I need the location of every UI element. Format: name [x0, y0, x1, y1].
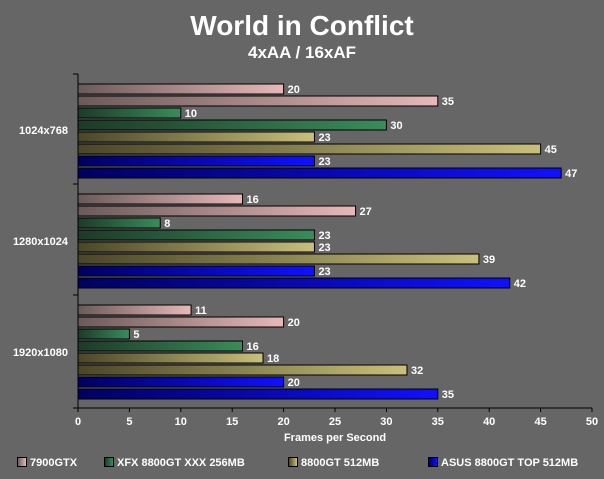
- category-label: 1920x1080: [13, 347, 68, 359]
- x-tick-label: 25: [329, 416, 341, 428]
- bar: [77, 107, 182, 119]
- bar: [77, 304, 192, 316]
- x-tick-label: 20: [277, 416, 289, 428]
- x-tick-label: 35: [432, 416, 444, 428]
- bar-value-label: 35: [442, 389, 454, 401]
- legend-swatch: [17, 457, 27, 468]
- x-tick-label: 50: [586, 416, 598, 428]
- bar: [77, 119, 387, 131]
- bar-value-label: 11: [195, 305, 207, 317]
- bar: [77, 316, 285, 328]
- bar-value-label: 47: [565, 168, 577, 180]
- bar-value-label: 45: [545, 144, 557, 156]
- bar: [77, 205, 357, 217]
- legend-item: XFX 8800GT XXX 256MB: [104, 457, 245, 473]
- category-label: 1024x768: [19, 125, 68, 137]
- legend: 7900GTX XFX 8800GT XXX 256MB 8800GT 512MB A…: [0, 457, 604, 473]
- bar-value-label: 27: [360, 206, 372, 218]
- bar: [77, 253, 480, 265]
- x-tick-label: 40: [483, 416, 495, 428]
- bar: [77, 265, 315, 277]
- bar-value-label: 16: [246, 194, 258, 206]
- bar: [77, 229, 315, 241]
- bar: [77, 131, 315, 143]
- x-tick-label: 15: [226, 416, 238, 428]
- x-tick-label: 0: [75, 416, 81, 428]
- x-tick-label: 45: [534, 416, 546, 428]
- chart-title: World in Conflict: [190, 10, 414, 41]
- bar: [77, 155, 315, 167]
- legend-label: 8800GT 512MB: [301, 457, 380, 469]
- bar: [77, 352, 264, 364]
- legend-item: 8800GT 512MB: [288, 457, 379, 473]
- bar: [77, 83, 285, 95]
- bar-value-label: 23: [318, 156, 330, 168]
- bar: [77, 376, 285, 388]
- x-tick-label: 30: [380, 416, 392, 428]
- chart-subtitle: 4xAA / 16xAF: [247, 43, 357, 62]
- bar-value-label: 20: [288, 377, 300, 389]
- bar-value-label: 20: [288, 84, 300, 96]
- bar: [77, 328, 130, 340]
- bar-value-label: 23: [318, 230, 330, 242]
- bar-value-label: 8: [164, 218, 170, 230]
- bar: [77, 241, 315, 253]
- bar-value-label: 10: [185, 108, 197, 120]
- bar: [77, 217, 161, 229]
- legend-label: ASUS 8800GT TOP 512MB: [441, 457, 579, 469]
- legend-swatch: [428, 457, 438, 468]
- legend-item: 7900GTX: [17, 457, 77, 473]
- bar: [77, 277, 511, 289]
- bar-value-label: 20: [288, 317, 300, 329]
- x-axis-label: Frames per Second: [283, 432, 387, 444]
- bar-value-label: 23: [318, 242, 330, 254]
- bar: [77, 193, 243, 205]
- bar-value-label: 35: [442, 96, 454, 108]
- bar-value-label: 16: [246, 341, 258, 353]
- bar-value-label: 5: [133, 329, 139, 341]
- bar: [77, 388, 439, 400]
- category-label: 1280x1024: [13, 236, 69, 248]
- bar-value-label: 39: [483, 254, 495, 266]
- bar: [77, 340, 243, 352]
- bar-value-label: 42: [514, 278, 526, 290]
- bar: [77, 143, 542, 155]
- legend-swatch: [288, 457, 298, 468]
- bar: [77, 95, 439, 107]
- legend-label: 7900GTX: [30, 457, 78, 469]
- legend-item: ASUS 8800GT TOP 512MB: [428, 457, 578, 473]
- x-tick-label: 10: [175, 416, 187, 428]
- legend-label: XFX 8800GT XXX 256MB: [117, 457, 245, 469]
- bar-value-label: 23: [318, 132, 330, 144]
- bar-value-label: 18: [267, 353, 279, 365]
- bar-value-label: 32: [411, 365, 423, 377]
- legend-swatch: [104, 457, 114, 468]
- bar-value-label: 30: [390, 120, 402, 132]
- bar-value-label: 23: [318, 266, 330, 278]
- x-tick-label: 5: [126, 416, 132, 428]
- bar: [77, 364, 408, 376]
- bar: [77, 167, 562, 179]
- plot-area: 0 5 10 15 20 25 30 35 40 45 50 1024x768 1280x1024 192…: [13, 73, 598, 428]
